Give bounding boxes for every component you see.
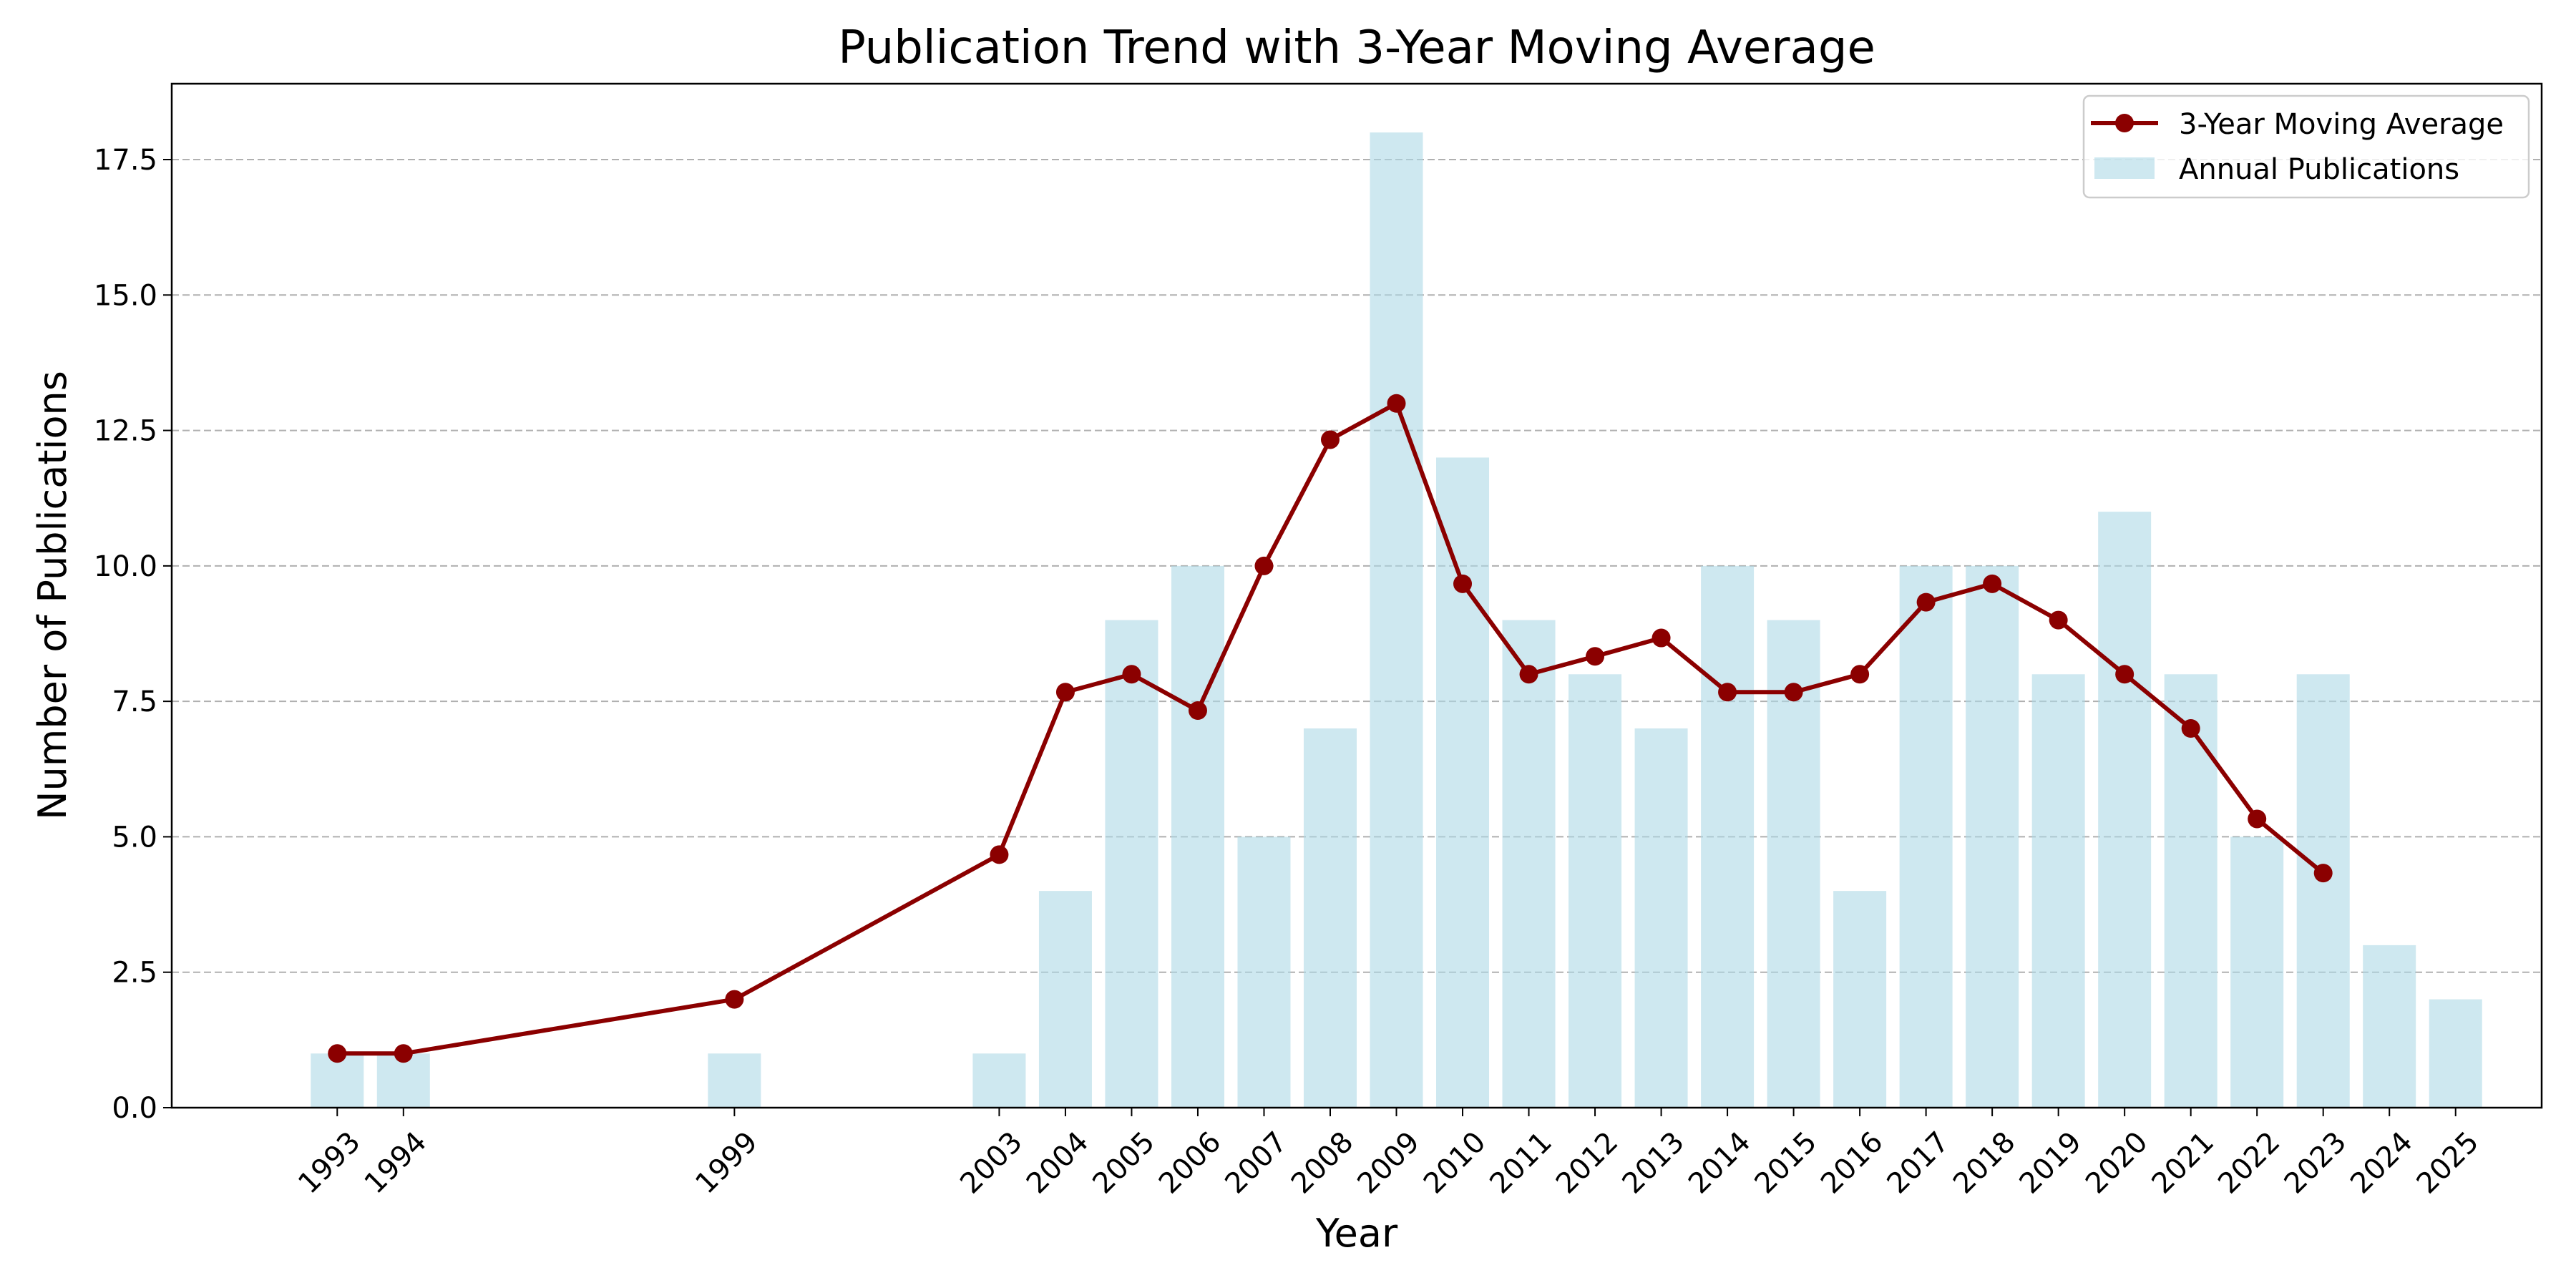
legend-label-annual: Annual Publications [2179, 153, 2459, 186]
y-tick-label: 5.0 [112, 821, 157, 854]
moving-average-point [1652, 628, 1671, 648]
moving-average-point [725, 990, 744, 1009]
bar [1171, 565, 1224, 1108]
legend: 3-Year Moving Average Annual Publication… [2082, 94, 2530, 199]
bar [2031, 674, 2085, 1108]
moving-average-point [1188, 701, 1207, 721]
bar [1370, 132, 1423, 1108]
bar [1436, 457, 1490, 1108]
bar [2429, 999, 2482, 1108]
bar [1701, 565, 1755, 1108]
plot-frame [170, 82, 2543, 1109]
x-axis-label: Year [1315, 1211, 1398, 1256]
bar [708, 1053, 761, 1108]
y-tick-label: 17.5 [94, 144, 157, 177]
bar-series [311, 132, 2482, 1108]
bar [1833, 891, 1887, 1108]
moving-average-point [2181, 719, 2200, 738]
bar [1502, 620, 1556, 1108]
moving-average-point [1320, 430, 1340, 449]
moving-average-line [337, 401, 2325, 1056]
moving-average-point [2049, 610, 2068, 630]
legend-bar-swatch [2094, 157, 2155, 179]
bar [1568, 674, 1622, 1108]
y-tick-label: 7.5 [112, 686, 157, 718]
moving-average-point [1254, 556, 1274, 575]
bar [2230, 836, 2284, 1108]
y-axis-label: Number of Publications [30, 371, 75, 820]
moving-average-point [1055, 683, 1075, 702]
bar [2098, 512, 2152, 1108]
moving-average-point [2313, 864, 2333, 883]
bar [1966, 565, 2019, 1108]
moving-average-point [1784, 683, 1803, 702]
bar [1303, 728, 1357, 1108]
y-axis-ticks: 0.0 2.5 5.0 7.5 10.0 12.5 15.0 17.5 [94, 144, 172, 1125]
legend-box [2082, 94, 2530, 199]
bar [2164, 674, 2218, 1108]
bar [1237, 836, 1291, 1108]
bar [1899, 565, 1953, 1108]
line-series [328, 394, 2333, 1063]
moving-average-point [1387, 394, 1406, 413]
moving-average-point [328, 1044, 347, 1063]
y-tick-label: 0.0 [112, 1092, 157, 1125]
bar [1038, 891, 1092, 1108]
moving-average-point [1983, 574, 2002, 593]
y-tick-label: 15.0 [94, 279, 157, 312]
moving-average-point [1519, 665, 1538, 684]
moving-average-point [394, 1044, 413, 1063]
moving-average-point [1850, 665, 1870, 684]
moving-average-point [2115, 665, 2135, 684]
bar [2296, 674, 2350, 1108]
chart-title: Publication Trend with 3-Year Moving Ave… [838, 21, 1875, 74]
moving-average-point [2248, 809, 2267, 829]
bar [972, 1053, 1026, 1108]
y-tick-label: 12.5 [94, 415, 157, 448]
moving-average-point [1122, 665, 1141, 684]
moving-average-point [990, 845, 1009, 864]
bar [2363, 945, 2416, 1108]
bar [1105, 620, 1158, 1108]
moving-average-point [1586, 647, 1605, 666]
bar [1634, 728, 1688, 1108]
y-tick-label: 2.5 [112, 957, 157, 990]
y-tick-label: 10.0 [94, 550, 157, 583]
legend-label-moving-average: 3-Year Moving Average [2179, 108, 2504, 141]
legend-marker-swatch [2115, 114, 2134, 132]
moving-average-point [1453, 574, 1473, 593]
moving-average-point [1916, 592, 1936, 612]
moving-average-point [1718, 683, 1737, 702]
